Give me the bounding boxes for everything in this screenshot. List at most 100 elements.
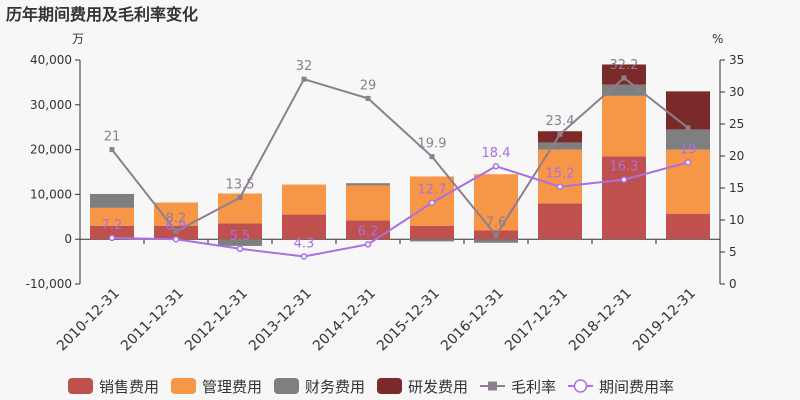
data-label: 19 xyxy=(680,142,697,157)
x-tick-label: 2015-12-31 xyxy=(374,286,443,355)
bar-segment[interactable] xyxy=(410,225,454,240)
left-tick-label: 10,000 xyxy=(30,187,72,201)
legend-marker[interactable] xyxy=(573,379,588,393)
bar-segment[interactable] xyxy=(410,239,454,242)
bar-segment[interactable] xyxy=(90,193,134,208)
bar-segment[interactable] xyxy=(538,142,582,150)
line-point[interactable] xyxy=(428,199,436,206)
data-label: 32 xyxy=(296,59,313,74)
line-point[interactable] xyxy=(493,232,499,238)
line-point[interactable] xyxy=(429,154,435,160)
bar-segment[interactable] xyxy=(218,239,262,246)
bar-segment[interactable] xyxy=(602,95,646,157)
legend-swatch[interactable] xyxy=(68,378,93,394)
legend-swatch[interactable] xyxy=(377,378,402,394)
bar-segment[interactable] xyxy=(218,223,262,240)
series-line xyxy=(111,76,689,238)
legend-marker[interactable] xyxy=(488,381,497,391)
left-tick-label: 40,000 xyxy=(30,53,72,67)
bar-segment[interactable] xyxy=(474,174,518,231)
line-point[interactable] xyxy=(365,95,371,101)
line-point[interactable] xyxy=(620,176,628,183)
data-label: 29 xyxy=(360,78,377,93)
bar-segment[interactable] xyxy=(282,214,326,240)
right-tick-label: 25 xyxy=(729,117,744,131)
line-point[interactable] xyxy=(557,131,563,137)
bar-segment[interactable] xyxy=(666,213,710,240)
legend-label[interactable]: 销售费用 xyxy=(99,378,159,396)
legend-label[interactable]: 管理费用 xyxy=(202,378,262,396)
line-point[interactable] xyxy=(236,245,244,253)
line-point[interactable] xyxy=(685,125,691,131)
line-point[interactable] xyxy=(492,162,500,170)
bar-segment[interactable] xyxy=(90,225,134,240)
bar-segment[interactable] xyxy=(666,129,710,150)
legend-label[interactable]: 财务费用 xyxy=(305,378,365,396)
line-point[interactable] xyxy=(173,229,179,235)
bar-segment[interactable] xyxy=(602,156,646,240)
x-tick-label: 2017-12-31 xyxy=(502,286,571,355)
line-point[interactable] xyxy=(172,235,180,243)
legend-label[interactable]: 研发费用 xyxy=(408,378,468,396)
legend-swatch[interactable] xyxy=(274,378,299,394)
bar-segment[interactable] xyxy=(154,202,198,226)
left-tick-label: 20,000 xyxy=(30,143,72,157)
data-label: 13.5 xyxy=(226,178,255,193)
x-tick-label: 2019-12-31 xyxy=(630,286,699,355)
x-tick-label: 2012-12-31 xyxy=(182,286,251,355)
x-tick-label: 2010-12-31 xyxy=(54,286,123,355)
bar-segment[interactable] xyxy=(90,207,134,226)
legend[interactable]: 销售费用 管理费用 财务费用 研发费用 毛利率 期间费用率 xyxy=(68,378,674,396)
left-axis-unit: 万 xyxy=(72,32,84,46)
x-tick-label: 2013-12-31 xyxy=(246,286,315,355)
lines xyxy=(108,75,692,260)
line-point[interactable] xyxy=(108,234,116,242)
data-label: 7.6 xyxy=(486,215,507,230)
bar-segment[interactable] xyxy=(346,183,390,186)
data-label: 21 xyxy=(104,130,121,145)
bar-segment[interactable] xyxy=(602,84,646,96)
left-tick-label: 0 xyxy=(64,232,72,246)
left-tick-label: -10,000 xyxy=(26,277,72,291)
data-label: 6.2 xyxy=(358,224,379,239)
data-label: 7.2 xyxy=(102,218,123,233)
data-label: 18.4 xyxy=(482,146,511,161)
line-point[interactable] xyxy=(621,75,627,81)
bar-segment[interactable] xyxy=(346,220,390,240)
data-label: 15.2 xyxy=(546,167,575,182)
line-point[interactable] xyxy=(684,159,692,166)
chart-title: 历年期间费用及毛利率变化 xyxy=(6,5,198,24)
line-point[interactable] xyxy=(237,195,243,201)
data-label: 6.9 xyxy=(166,219,187,234)
bar-segment[interactable] xyxy=(666,91,710,130)
line-point[interactable] xyxy=(556,183,564,190)
x-tick-label: 2016-12-31 xyxy=(438,286,507,355)
data-label: 5.5 xyxy=(230,229,251,244)
legend-label[interactable]: 期间费用率 xyxy=(599,378,674,396)
data-label: 32.2 xyxy=(610,58,639,73)
line-point[interactable] xyxy=(364,241,372,248)
x-tick-label: 2011-12-31 xyxy=(118,286,187,355)
bar-segment[interactable] xyxy=(602,64,646,85)
x-tick-label: 2018-12-31 xyxy=(566,286,635,355)
right-tick-label: 5 xyxy=(729,245,737,259)
data-label: 23.4 xyxy=(546,114,575,129)
bar-segment[interactable] xyxy=(474,239,518,243)
legend-swatch[interactable] xyxy=(171,378,196,394)
data-label: 4.3 xyxy=(294,236,315,251)
right-tick-label: 10 xyxy=(729,213,744,227)
bar-segment[interactable] xyxy=(282,184,326,215)
right-axis-unit: % xyxy=(712,32,723,46)
data-label: 19.9 xyxy=(418,137,447,152)
bar-segment[interactable] xyxy=(538,203,582,240)
legend-label[interactable]: 毛利率 xyxy=(511,378,556,396)
line-point[interactable] xyxy=(300,253,308,260)
line-point[interactable] xyxy=(109,147,115,153)
data-label: 16.3 xyxy=(610,160,639,175)
right-tick-label: 20 xyxy=(729,149,744,163)
bar-segment[interactable] xyxy=(346,185,390,221)
right-tick-label: 0 xyxy=(729,277,737,291)
bar-segment[interactable] xyxy=(538,131,582,143)
line-point[interactable] xyxy=(301,76,307,82)
